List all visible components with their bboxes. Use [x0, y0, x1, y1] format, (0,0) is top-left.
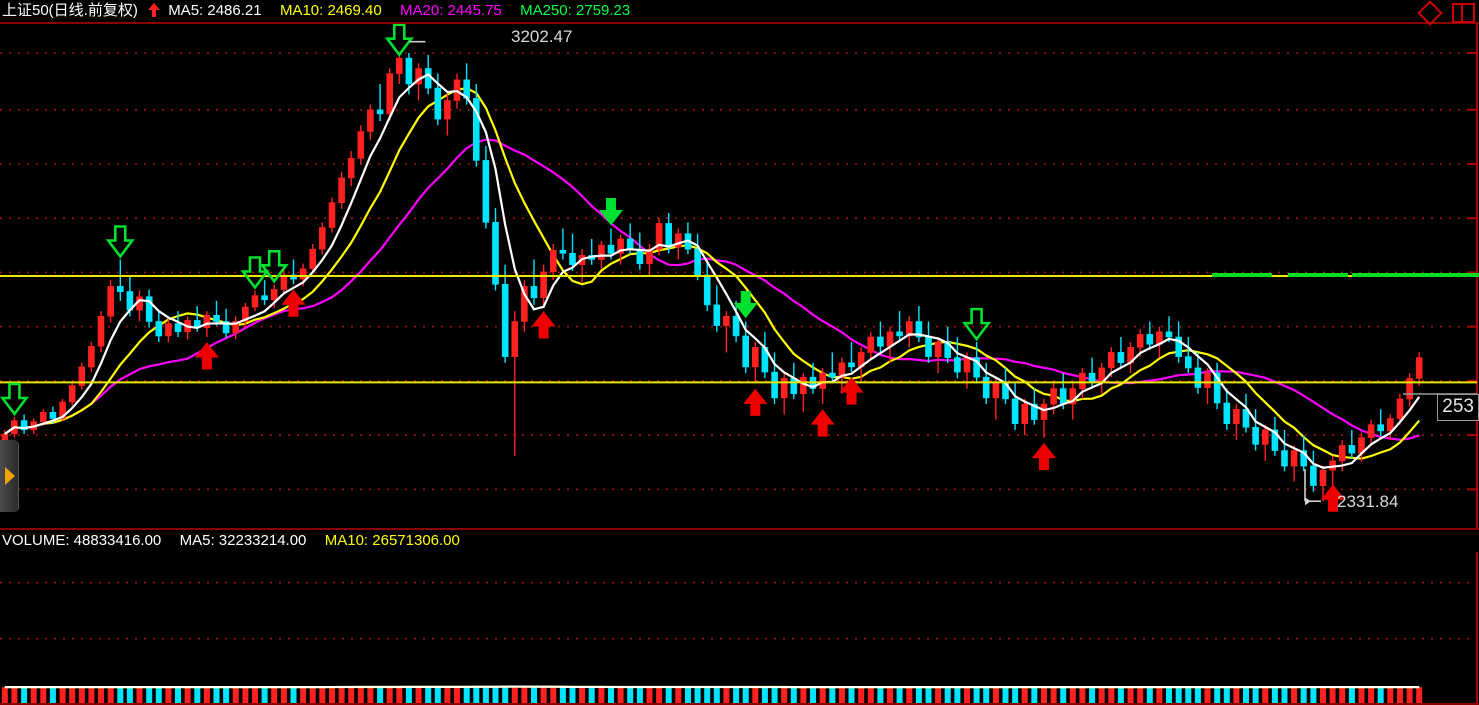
header-divider	[0, 22, 1479, 24]
bottom-divider	[0, 703, 1479, 705]
ma5-readout: MA5: 2486.21	[168, 2, 262, 19]
panel-divider	[0, 528, 1479, 530]
ma20-readout: MA20: 2445.75	[400, 2, 502, 19]
volume-ma5-readout: MA5: 32233214.00	[179, 532, 307, 549]
sidebar-expander[interactable]	[0, 440, 19, 512]
up-arrow-icon	[148, 3, 161, 17]
price-chart-svg	[0, 22, 1479, 528]
volume-chart-svg	[0, 552, 1479, 705]
volume-ma10-readout: MA10: 26571306.00	[324, 532, 460, 549]
volume-chart-panel[interactable]	[0, 552, 1479, 705]
axis-cursor-price-label: 253	[1437, 394, 1479, 421]
ma250-readout: MA250: 2759.23	[520, 2, 631, 19]
price-chart-panel[interactable]	[0, 22, 1479, 528]
ma10-readout: MA10: 2469.40	[279, 2, 382, 19]
window-controls	[1412, 0, 1475, 26]
volume-panel-header: VOLUME: 48833416.00 MA5: 32233214.00 MA1…	[0, 530, 1479, 552]
volume-readout: VOLUME: 48833416.00	[2, 532, 162, 549]
expand-right-triangle-icon	[5, 467, 15, 485]
low-price-label: 2331.84	[1337, 492, 1399, 511]
split-window-icon[interactable]	[1452, 3, 1475, 23]
price-panel-header: 上证50(日线.前复权) MA5: 2486.21 MA10: 2469.40 …	[0, 0, 1479, 22]
symbol-title: 上证50(日线.前复权)	[2, 2, 138, 19]
high-price-label: 3202.47	[511, 27, 573, 46]
